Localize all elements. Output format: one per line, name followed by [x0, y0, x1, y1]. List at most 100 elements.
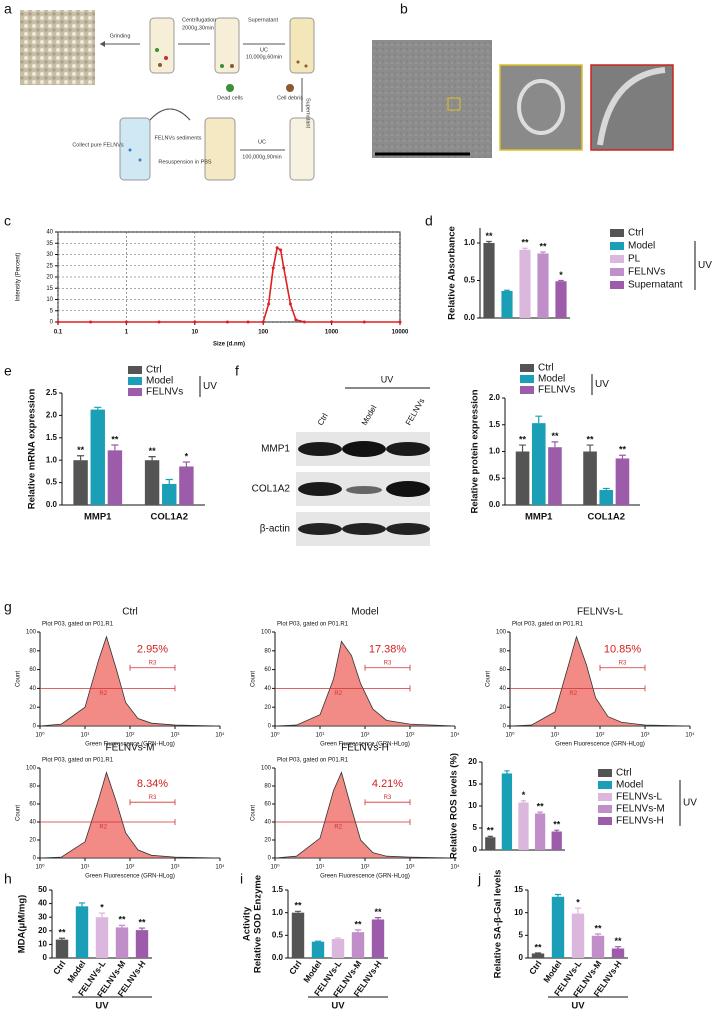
legend-swatch: [610, 268, 624, 276]
tube: [149, 17, 175, 74]
y-tick-label: 15: [468, 779, 477, 788]
schematic-label: 2000g,30min: [182, 25, 214, 31]
error-bar: [374, 917, 382, 920]
error-bar: [520, 800, 527, 803]
band: [298, 523, 342, 535]
schematic-label: Grinding: [110, 33, 131, 39]
data-point: [330, 320, 334, 324]
y-axis-label: Relative SA-β-Gal levels: [493, 870, 504, 979]
bar: [548, 447, 562, 505]
tube: [119, 117, 151, 181]
data-point: [157, 320, 161, 324]
gate-label: R2: [99, 825, 107, 831]
y-tick-label: 40: [499, 686, 506, 692]
x-tick-label: 10¹: [316, 865, 325, 871]
dead-cells: [226, 84, 234, 92]
data-point: [124, 320, 128, 324]
bar: [135, 930, 149, 958]
data-point: [294, 318, 298, 322]
gate: [364, 799, 411, 806]
y-tick-label: 10: [46, 297, 53, 303]
significance: **: [614, 936, 622, 946]
y-axis-label: Count: [486, 671, 492, 687]
x-tick-label: 10¹: [551, 733, 560, 739]
significance: **: [354, 919, 362, 929]
y-tick-label: 5: [473, 823, 478, 832]
y-tick-label: 20: [46, 275, 53, 281]
significance: **: [111, 434, 119, 444]
data-point: [89, 320, 93, 324]
x-tick-label: 10¹: [81, 865, 90, 871]
tube: [289, 17, 315, 74]
y-tick-label: 1.5: [46, 433, 58, 442]
group-label: UV: [331, 1001, 345, 1012]
group-label: UV: [698, 260, 712, 271]
x-tick-label: 10²: [126, 733, 135, 739]
y-axis-label: Intensity (Percent): [16, 253, 22, 302]
y-tick-label: 60: [499, 667, 506, 673]
chart-subtitle: Plot P03, gated on P01.R1: [277, 622, 349, 628]
bar: [531, 953, 545, 958]
band: [386, 523, 430, 535]
bar: [331, 938, 345, 958]
tube: [214, 17, 240, 74]
data-point: [275, 246, 279, 250]
significance: **: [519, 434, 527, 444]
bar: [55, 939, 69, 958]
x-tick-label: 1000: [325, 330, 339, 336]
significance: **: [487, 826, 495, 836]
panel-letter: e: [4, 363, 12, 379]
y-tick-label: 40: [38, 899, 47, 908]
chart-title: FELNVs-M: [106, 743, 155, 754]
x-tick-label: Ctrl: [527, 959, 544, 977]
x-tick-label: 10¹: [316, 733, 325, 739]
significance: **: [619, 445, 627, 455]
y-tick-label: 5: [519, 930, 524, 939]
significance: **: [534, 942, 542, 952]
legend-label: Ctrl: [616, 768, 632, 779]
x-axis-label: Green Fluorescence (GRN-HLog): [320, 874, 410, 880]
photo: [20, 10, 95, 85]
y-tick-label: 20: [468, 757, 477, 766]
significance: *: [185, 451, 189, 461]
row-label: β-actin: [260, 524, 290, 535]
data-point: [362, 320, 366, 324]
western-blot: [296, 387, 430, 546]
panel-letter: a: [4, 1, 12, 17]
bar: [583, 451, 597, 505]
row-label: COL1A2: [252, 484, 291, 495]
panel-letter: j: [477, 871, 481, 887]
y-tick-label: 40: [46, 230, 53, 236]
significance: **: [485, 231, 493, 241]
histogram-area: [509, 635, 691, 727]
y-tick-label: 20: [264, 705, 271, 711]
bar: [351, 932, 365, 958]
gate: [40, 685, 176, 692]
y-tick-label: 60: [264, 802, 271, 808]
y-tick-label: 30: [38, 912, 47, 921]
arrow: [149, 108, 191, 121]
x-tick-label: 10³: [406, 865, 415, 871]
x-tick-label: 100: [258, 330, 269, 336]
error-bar: [138, 927, 146, 931]
arrow: [100, 41, 105, 47]
significance: **: [149, 446, 157, 456]
x-tick-label: 10⁴: [215, 732, 225, 739]
cell-debris: [286, 84, 294, 92]
error-bar: [354, 929, 362, 933]
panel-letter: f: [235, 363, 239, 379]
data-point: [398, 320, 402, 324]
x-tick-label: 10: [191, 330, 198, 336]
error-bar: [58, 937, 66, 940]
x-tick-label: 10⁰: [505, 732, 515, 739]
y-tick-label: 30: [46, 252, 53, 258]
bar: [115, 927, 129, 958]
bar: [551, 831, 562, 850]
y-tick-label: 0.0: [464, 313, 476, 322]
y-tick-label: 20: [499, 705, 506, 711]
y-tick-label: 10: [468, 801, 477, 810]
y-axis-label: Relative SOD Enzyme: [253, 875, 264, 973]
zoom-box: [447, 97, 461, 111]
bar: [515, 451, 530, 505]
y-tick-label: 1.5: [272, 885, 284, 894]
